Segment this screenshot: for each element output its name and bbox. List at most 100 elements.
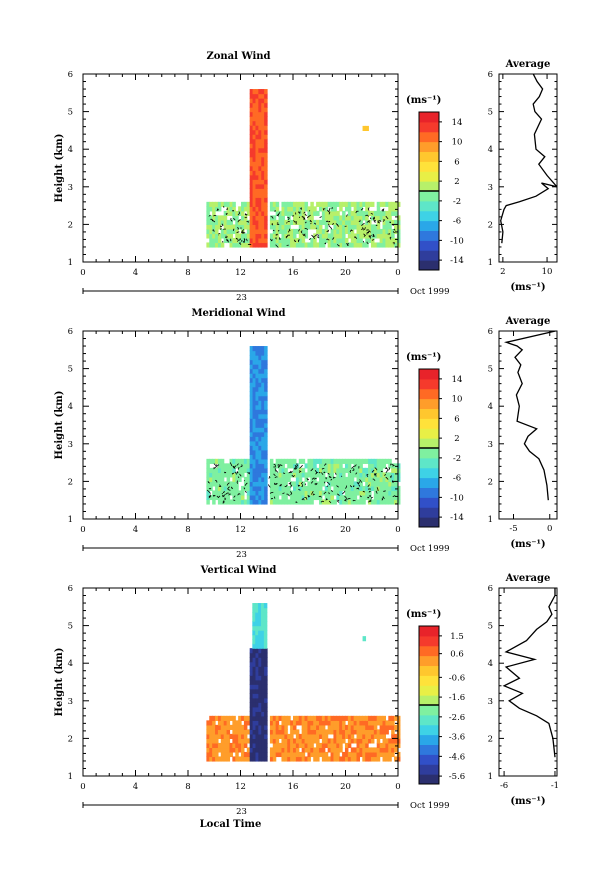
heatmap-cell: [261, 152, 265, 158]
heatmap-cell: [255, 355, 259, 361]
heatmap-cell: [264, 138, 268, 144]
heatmap-cell: [252, 711, 257, 717]
heatmap-cell: [252, 215, 257, 221]
contour-segment: [315, 227, 318, 229]
contour-segment: [233, 499, 236, 502]
heatmap-cell: [252, 237, 257, 244]
heatmap-cell: [293, 206, 297, 212]
heatmap-cell: [217, 481, 222, 487]
heatmap-cell: [370, 747, 375, 753]
heatmap-cell: [379, 481, 384, 487]
heatmap-cell: [373, 715, 378, 721]
heatmap-cell: [278, 747, 283, 753]
heatmap-cell: [255, 161, 259, 167]
heatmap-cell: [324, 210, 329, 216]
heatmap-cell: [264, 120, 268, 126]
contour-segment: [328, 207, 331, 212]
heatmap-cell: [261, 197, 265, 203]
average-x-tick-label: 0: [547, 524, 552, 534]
heatmap-cell: [255, 215, 259, 221]
heatmap-cell: [269, 233, 274, 239]
heatmap-cell: [212, 206, 216, 212]
heatmap-cell: [321, 210, 326, 216]
heatmap-cell: [301, 467, 306, 473]
heatmap-cell: [365, 476, 369, 482]
heatmap-cell: [264, 693, 268, 699]
heatmap-cell: [336, 751, 340, 758]
heatmap-cell: [362, 467, 366, 473]
heatmap-cell: [249, 756, 254, 762]
heatmap-cell: [206, 733, 210, 739]
heatmap-cell: [255, 643, 259, 649]
heatmap-cell: [379, 485, 384, 492]
heatmap-cell: [313, 472, 317, 478]
heatmap-cell: [258, 715, 262, 721]
heatmap-cell: [333, 738, 337, 744]
heatmap-cell: [232, 215, 236, 221]
heatmap-cell: [258, 98, 262, 104]
heatmap-cell: [278, 490, 283, 496]
heatmap-cell: [255, 634, 259, 640]
heatmap-cell: [385, 481, 389, 487]
heatmap-cell: [301, 720, 306, 726]
heatmap-cell: [342, 738, 346, 744]
heatmap-cell: [255, 391, 259, 397]
heatmap-cell: [264, 431, 268, 437]
heatmap-cell: [226, 219, 231, 225]
contour-segment: [368, 220, 370, 223]
heatmap-cell: [232, 724, 236, 730]
contour-segment: [393, 228, 396, 231]
heatmap-cell: [249, 675, 254, 681]
heatmap-cell: [261, 693, 265, 699]
contour-segment: [366, 473, 369, 478]
heatmap-cell: [261, 747, 265, 753]
average-x-tick-label: -5: [509, 524, 517, 534]
heatmap-cell: [388, 224, 392, 230]
contour-segment: [229, 462, 233, 467]
average-frame: [498, 330, 558, 520]
heatmap-cell: [269, 463, 274, 469]
heatmap-cell: [298, 237, 303, 244]
heatmap-cell: [353, 224, 358, 230]
colorbar-swatch: [419, 626, 439, 637]
heatmap-cell: [252, 666, 257, 672]
heatmap-cell: [287, 733, 291, 739]
contour-lines: [208, 205, 396, 248]
heatmap-cell: [281, 751, 285, 758]
colorbar-tick-label: -6: [453, 474, 461, 484]
heatmap-cell: [264, 413, 268, 419]
contour-segment: [208, 494, 212, 498]
heatmap-cell: [264, 463, 268, 469]
contour-segment: [321, 472, 324, 475]
heatmap-cell: [327, 724, 332, 730]
colorbar-swatch: [419, 438, 439, 449]
heatmap-cell: [261, 418, 265, 424]
heatmap-cell: [260, 625, 265, 631]
contour-segment: [213, 466, 217, 470]
heatmap-cell: [255, 98, 259, 104]
contour-segment: [240, 464, 243, 468]
heatmap-cell: [321, 233, 326, 239]
heatmap-cell: [206, 233, 210, 239]
heatmap-cell: [215, 724, 219, 730]
contour-segment: [268, 475, 271, 479]
heatmap-cell: [232, 715, 236, 721]
heatmap-cell: [295, 720, 300, 726]
heatmap-cell: [235, 237, 239, 244]
heatmap-cell: [359, 499, 363, 505]
heatmap-cell: [217, 219, 222, 225]
y-axis-title: Height (km): [54, 391, 65, 460]
heatmap-cell: [249, 431, 254, 437]
heatmap-cell: [246, 490, 251, 496]
heatmap-cell: [255, 219, 259, 225]
heatmap-cell: [333, 224, 337, 230]
heatmap-cell: [290, 201, 294, 207]
heatmap-cell: [344, 476, 349, 482]
heatmap-cell: [223, 729, 228, 735]
colorbar-swatch: [419, 724, 439, 736]
day-label: 23: [236, 550, 247, 560]
heatmap-cell: [344, 206, 349, 212]
heatmap-cell: [258, 449, 262, 455]
heatmap-cell: [209, 472, 213, 478]
heatmap-cell: [255, 413, 259, 419]
